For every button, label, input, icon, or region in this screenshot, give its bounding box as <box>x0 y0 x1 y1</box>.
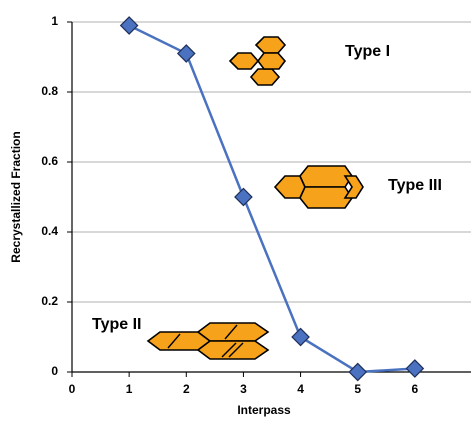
x-tick-label: 2 <box>183 382 190 396</box>
x-tick-label: 5 <box>354 382 361 396</box>
y-tick-label: 0.2 <box>41 294 58 308</box>
data-point <box>349 364 366 381</box>
y-axis-label: Recrystallized Fraction <box>9 131 23 262</box>
type-iii-icon <box>275 166 363 208</box>
data-point <box>178 45 195 62</box>
x-tick-label: 4 <box>297 382 304 396</box>
data-point <box>235 189 252 206</box>
x-axis-label: Interpass <box>237 403 291 417</box>
x-tick-label: 0 <box>69 382 76 396</box>
x-tick-label: 6 <box>412 382 419 396</box>
y-tick-label: 1 <box>51 14 58 28</box>
y-tick-label: 0.4 <box>41 224 58 238</box>
data-point <box>406 360 423 377</box>
y-tick-label: 0.6 <box>41 154 58 168</box>
annotation: Type I <box>345 43 390 60</box>
annotation: Type III <box>388 177 442 194</box>
data-point <box>292 329 309 346</box>
chart: Type I Type III Type II Interpass Recrys… <box>0 0 471 421</box>
x-tick-label: 3 <box>240 382 247 396</box>
x-tick-label: 1 <box>126 382 133 396</box>
type-i-icon <box>230 37 285 85</box>
type-ii-icon <box>148 323 268 359</box>
annotation: Type II <box>92 316 142 333</box>
y-tick-label: 0.8 <box>41 84 58 98</box>
data-point <box>121 17 138 34</box>
y-tick-label: 0 <box>51 364 58 378</box>
